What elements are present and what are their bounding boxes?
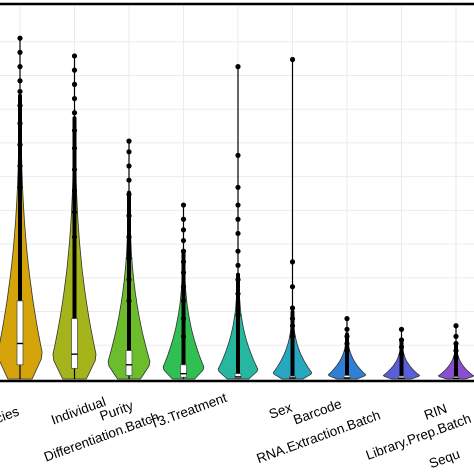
outlier-point bbox=[17, 35, 23, 41]
outlier-point bbox=[180, 284, 187, 290]
outlier-point bbox=[180, 316, 187, 322]
outlier-point bbox=[289, 316, 296, 322]
outlier-point bbox=[17, 184, 23, 190]
outlier-point bbox=[180, 237, 187, 244]
outlier-point bbox=[453, 340, 459, 347]
violin-cies bbox=[0, 35, 43, 380]
outlier-point bbox=[71, 166, 78, 173]
outlier-point bbox=[17, 120, 23, 126]
outlier-point bbox=[71, 53, 78, 59]
box bbox=[180, 364, 187, 378]
violin-individual bbox=[52, 53, 97, 380]
outlier-point bbox=[71, 188, 78, 194]
outlier-point bbox=[289, 259, 296, 265]
violin-purity bbox=[107, 138, 151, 380]
outlier-point bbox=[235, 184, 241, 190]
outlier-point bbox=[344, 348, 350, 354]
outlier-point bbox=[180, 227, 187, 233]
outlier-point bbox=[126, 163, 132, 169]
outlier-point bbox=[235, 248, 241, 254]
outlier-point bbox=[180, 298, 187, 304]
box bbox=[234, 373, 242, 379]
outlier-point bbox=[235, 202, 241, 208]
outlier-point bbox=[71, 95, 78, 102]
outlier-point bbox=[344, 326, 350, 332]
outlier-point bbox=[235, 291, 241, 297]
outlier-point bbox=[71, 110, 78, 116]
outlier-point bbox=[344, 333, 350, 339]
outlier-point bbox=[180, 216, 187, 222]
outlier-point bbox=[289, 284, 296, 290]
outlier-point bbox=[235, 262, 241, 268]
outlier-point bbox=[71, 127, 78, 134]
outlier-point bbox=[453, 323, 459, 329]
outlier-point bbox=[17, 88, 23, 95]
outlier-point bbox=[180, 248, 187, 254]
outlier-point bbox=[126, 298, 132, 304]
outlier-point bbox=[126, 177, 132, 183]
outlier-point bbox=[235, 152, 241, 158]
outlier-point bbox=[71, 81, 78, 87]
violin-differentiation-batch bbox=[162, 202, 205, 380]
outlier-point bbox=[453, 333, 459, 339]
outlier-point bbox=[17, 103, 23, 109]
box bbox=[71, 318, 78, 369]
violin-rna-extraction-batch bbox=[382, 326, 421, 380]
violin-barcode bbox=[327, 316, 367, 380]
outlier-point bbox=[398, 326, 405, 332]
outlier-point bbox=[180, 259, 187, 265]
outlier-point bbox=[453, 355, 459, 361]
x-tick-label: RIN bbox=[422, 401, 449, 423]
outlier-point bbox=[17, 142, 23, 148]
outlier-point bbox=[235, 64, 241, 70]
outlier-point bbox=[17, 64, 23, 70]
outlier-point bbox=[235, 216, 241, 222]
outlier-point bbox=[398, 351, 405, 357]
outlier-point bbox=[17, 49, 23, 56]
outlier-point bbox=[71, 209, 78, 215]
outlier-point bbox=[398, 337, 405, 343]
outlier-point bbox=[126, 138, 132, 144]
outlier-point bbox=[71, 145, 78, 151]
violin-rin bbox=[437, 323, 474, 380]
box bbox=[343, 375, 351, 380]
outlier-point bbox=[289, 333, 296, 339]
outlier-point bbox=[180, 202, 187, 208]
outlier-point bbox=[398, 344, 405, 350]
outlier-point bbox=[235, 312, 241, 318]
violins bbox=[0, 35, 474, 380]
outlier-point bbox=[126, 191, 132, 197]
outlier-point bbox=[235, 277, 241, 283]
outlier-point bbox=[126, 277, 132, 283]
outlier-point bbox=[126, 255, 132, 261]
outlier-point bbox=[126, 149, 132, 155]
box bbox=[125, 350, 133, 376]
outlier-point bbox=[71, 234, 78, 240]
outlier-point bbox=[17, 163, 23, 169]
violin-t3-treatment bbox=[217, 64, 259, 380]
outlier-point bbox=[289, 323, 296, 329]
outlier-point bbox=[235, 230, 241, 237]
outlier-point bbox=[180, 269, 187, 276]
outlier-point bbox=[17, 78, 23, 84]
outlier-point bbox=[453, 348, 459, 354]
outlier-point bbox=[344, 316, 350, 322]
outlier-point bbox=[344, 340, 350, 347]
violin-sex bbox=[272, 56, 313, 380]
outlier-point bbox=[180, 333, 187, 339]
outlier-point bbox=[289, 305, 296, 311]
outlier-point bbox=[289, 56, 296, 63]
outlier-point bbox=[126, 234, 132, 240]
outlier-point bbox=[71, 67, 78, 73]
box bbox=[16, 300, 24, 366]
outlier-point bbox=[126, 213, 132, 219]
